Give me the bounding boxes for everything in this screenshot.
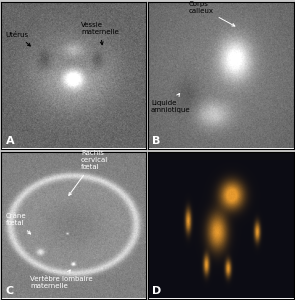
Text: Vessie
maternelle: Vessie maternelle <box>81 22 119 45</box>
Text: Vertèbre lombaire
maternelle: Vertèbre lombaire maternelle <box>30 270 93 289</box>
Text: B: B <box>153 136 161 146</box>
Text: Rachis
cervical
fœtal: Rachis cervical fœtal <box>69 150 108 195</box>
Text: C: C <box>6 286 14 296</box>
Text: Corps
calleux: Corps calleux <box>189 1 235 26</box>
Text: Liquide
amniotique: Liquide amniotique <box>151 94 191 113</box>
Text: Crâne
fœtal: Crâne fœtal <box>6 213 31 234</box>
Text: Utérus: Utérus <box>6 32 30 46</box>
Text: D: D <box>153 286 162 296</box>
Text: A: A <box>6 136 14 146</box>
